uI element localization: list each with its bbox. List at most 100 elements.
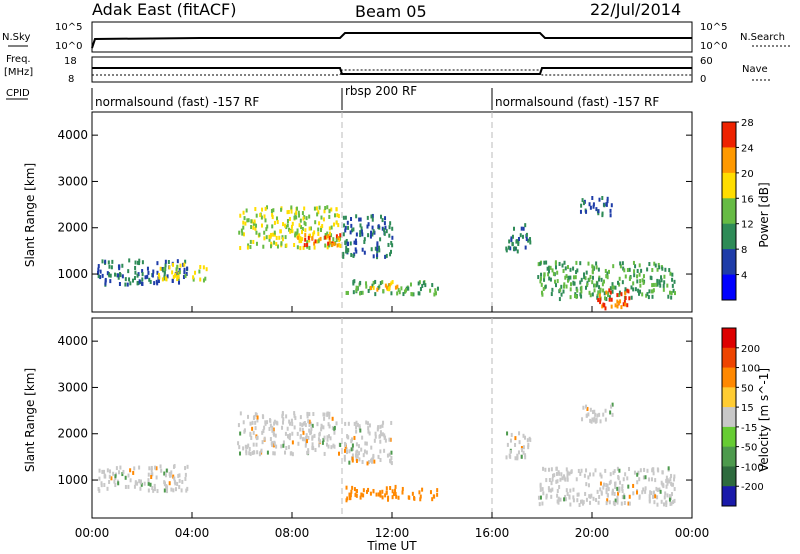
data-cell bbox=[633, 269, 636, 274]
data-cell bbox=[641, 278, 644, 283]
data-cell bbox=[256, 418, 259, 423]
data-cell bbox=[609, 213, 612, 218]
data-cell bbox=[419, 494, 422, 499]
data-cell bbox=[550, 494, 553, 499]
data-cell bbox=[618, 290, 621, 295]
data-cell bbox=[545, 478, 548, 483]
data-cell bbox=[592, 204, 595, 209]
data-cell bbox=[303, 220, 306, 225]
data-cell bbox=[628, 501, 631, 506]
data-cell bbox=[616, 304, 619, 309]
data-cell bbox=[583, 473, 586, 478]
data-cell bbox=[343, 457, 346, 462]
data-cell bbox=[580, 277, 583, 282]
data-cell bbox=[333, 242, 336, 247]
data-cell bbox=[359, 223, 362, 228]
data-cell bbox=[663, 280, 666, 285]
data-cell bbox=[290, 418, 293, 423]
data-cell bbox=[394, 285, 397, 290]
data-cell bbox=[165, 468, 168, 473]
nave-axis-bottom: 0 bbox=[700, 74, 706, 85]
data-cell bbox=[118, 470, 121, 475]
data-cell bbox=[248, 446, 251, 451]
data-cell bbox=[591, 280, 594, 285]
data-cell bbox=[106, 468, 109, 473]
x-tick-label: 20:00 bbox=[575, 526, 610, 540]
data-cell bbox=[319, 236, 322, 241]
data-cell bbox=[176, 271, 179, 276]
data-cell bbox=[117, 275, 120, 280]
data-cell bbox=[581, 499, 584, 504]
data-cell bbox=[265, 235, 268, 240]
data-cell bbox=[255, 241, 258, 246]
data-cell bbox=[637, 288, 640, 293]
data-cell bbox=[270, 244, 273, 249]
colorbar-tick-label: 200 bbox=[741, 344, 760, 355]
data-cell bbox=[591, 275, 594, 280]
data-cell bbox=[614, 498, 617, 503]
data-cell bbox=[624, 302, 627, 307]
data-cell bbox=[563, 284, 566, 289]
data-cell bbox=[421, 283, 424, 288]
data-cell bbox=[636, 268, 639, 273]
data-cell bbox=[194, 270, 197, 275]
data-cell bbox=[261, 440, 264, 445]
data-cell bbox=[616, 280, 619, 285]
data-cell bbox=[291, 422, 294, 427]
data-cell bbox=[550, 488, 553, 493]
data-cell bbox=[617, 491, 620, 496]
data-cell bbox=[410, 292, 413, 297]
nsky-label: N.Sky bbox=[2, 32, 30, 43]
data-cell bbox=[138, 261, 141, 266]
data-cell bbox=[361, 290, 364, 295]
data-cell bbox=[369, 234, 372, 239]
x-tick-label: 16:00 bbox=[475, 526, 510, 540]
data-cell bbox=[391, 489, 394, 494]
data-cell bbox=[517, 237, 520, 242]
data-cell bbox=[590, 493, 593, 498]
data-cell bbox=[575, 270, 578, 275]
data-cell bbox=[554, 279, 557, 284]
data-cell bbox=[548, 276, 551, 281]
data-cell bbox=[199, 277, 202, 282]
data-cell bbox=[144, 275, 147, 280]
data-cell bbox=[547, 467, 550, 472]
colorbar-tick-label: 8 bbox=[741, 245, 747, 256]
data-cell bbox=[636, 279, 639, 284]
data-cell bbox=[673, 291, 676, 296]
data-cell bbox=[558, 261, 561, 266]
data-cell bbox=[251, 420, 254, 425]
data-cell bbox=[138, 258, 141, 263]
data-cell bbox=[260, 448, 263, 453]
data-cell bbox=[299, 237, 302, 242]
data-cell bbox=[562, 268, 565, 273]
data-cell bbox=[377, 285, 380, 290]
data-cell bbox=[269, 437, 272, 442]
data-cell bbox=[569, 488, 572, 493]
data-cell bbox=[344, 225, 347, 230]
data-cell bbox=[242, 225, 245, 230]
data-cell bbox=[572, 275, 575, 280]
data-cell bbox=[353, 487, 356, 492]
data-cell bbox=[241, 231, 244, 236]
data-cell bbox=[159, 266, 162, 271]
data-cell bbox=[577, 468, 580, 473]
data-cell bbox=[308, 238, 311, 243]
data-cell bbox=[568, 471, 571, 476]
data-cell bbox=[617, 476, 620, 481]
data-cell bbox=[572, 498, 575, 503]
data-cell bbox=[543, 272, 546, 277]
data-cell bbox=[242, 232, 245, 237]
data-cell bbox=[328, 226, 331, 231]
data-cell bbox=[176, 259, 179, 264]
data-cell bbox=[642, 280, 645, 285]
data-cell bbox=[245, 449, 248, 454]
data-cell bbox=[128, 277, 131, 282]
data-cell bbox=[413, 496, 416, 501]
data-cell bbox=[150, 468, 153, 473]
data-cell bbox=[670, 295, 673, 300]
data-cell bbox=[601, 195, 604, 200]
data-cell bbox=[563, 282, 566, 287]
data-cell bbox=[359, 233, 362, 238]
data-cell bbox=[313, 230, 316, 235]
